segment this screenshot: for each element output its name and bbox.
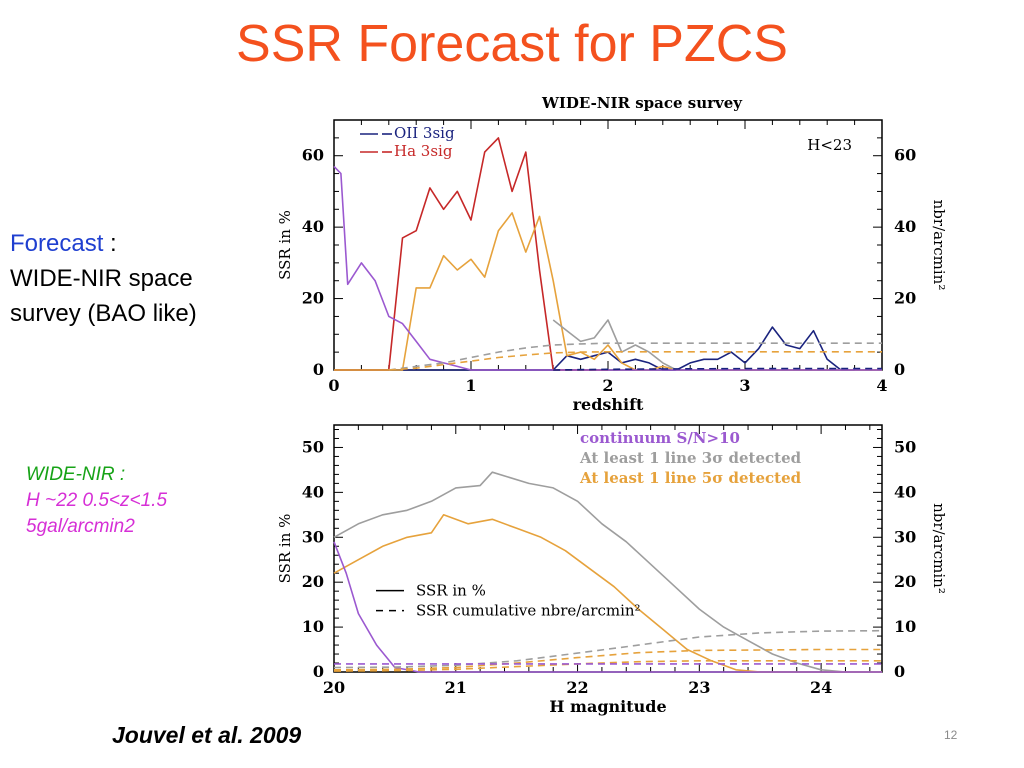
y-tick-label: 40 [302,482,324,501]
survey-note-line-1: WIDE-NIR : [26,464,126,485]
x-axis-label: redshift [573,395,644,414]
chart-annotation: H<23 [807,136,852,154]
x-tick-label: 20 [323,678,345,697]
y-tick-label: 0 [313,360,324,379]
series-line [552,319,704,371]
y-tick-label: 0 [313,662,324,681]
y-tick-label: 40 [302,217,324,236]
y-tick-label-right: 0 [894,360,905,379]
y-tick-label-right: 40 [894,217,916,236]
chart-2: 20 21 22 23 24 0 0 10 10 20 20 30 30 40 40 50 50 H magnit… [276,424,948,716]
y-tick-label-right: 20 [894,572,916,591]
series-line [334,212,882,371]
series-line [333,471,882,673]
y-tick-label-right: 40 [894,482,916,501]
series-line [333,165,882,371]
x-tick-label: 21 [445,678,467,697]
y-tick-label-right: 50 [894,437,916,456]
y-tick-label: 20 [302,289,324,308]
legend-label: Ha 3sig [394,142,453,160]
legend-label: At least 1 line 5σ detected [579,469,802,487]
citation: Jouvel et al. 2009 [112,722,302,748]
series-line-dashed [388,350,882,371]
y-tick-label: 50 [302,437,324,456]
survey-note: WIDE-NIR : H ~22 0.5<z<1.5 5gal/arcmin2 [26,462,167,540]
forecast-text: Forecast : WIDE-NIR space survey (BAO li… [10,226,197,331]
y-tick-label: 10 [302,617,324,636]
x-tick-label: 1 [465,376,476,395]
series-line [334,137,608,371]
x-tick-label: 22 [566,678,588,697]
y-tick-label-right: 20 [894,289,916,308]
y-tick-label: 60 [302,146,324,165]
style-legend-label: SSR in % [416,582,486,600]
survey-note-line-2: H ~22 0.5<z<1.5 [26,490,168,511]
y-tick-label-right: 10 [894,617,916,636]
x-tick-label: 3 [739,376,750,395]
legend-label: At least 1 line 3σ detected [579,449,802,467]
chart-title: WIDE-NIR space survey [541,94,743,112]
x-tick-label: 24 [810,678,832,697]
x-axis-label: H magnitude [549,697,666,716]
forecast-colon: : [103,230,117,257]
series-line-dashed [333,629,883,669]
forecast-keyword: Forecast [10,230,104,257]
x-tick-label: 23 [688,678,710,697]
series-line-dashed [333,659,882,672]
legend-label: OII 3sig [394,124,455,142]
x-tick-label: 0 [328,376,339,395]
style-legend-label: SSR cumulative nbre/arcmin² [416,602,641,620]
forecast-line-2: WIDE-NIR space [10,265,193,292]
y-tick-label: 20 [302,572,324,591]
series-line [388,326,855,371]
y-tick-label-right: 30 [894,527,916,546]
forecast-line-1: Forecast : [10,226,197,261]
series-line-dashed [333,648,882,671]
x-tick-label: 2 [602,376,613,395]
y-tick-label-right: 60 [894,146,916,165]
survey-note-line-3: 5gal/arcmin2 [26,516,135,537]
series-line [333,513,882,673]
series-line-dashed [553,367,882,371]
y-axis-label: SSR in % [276,514,294,584]
y-axis-label: SSR in % [276,210,294,280]
y-axis-label-right: nbr/arcmin² [930,503,948,594]
x-tick-label: 4 [876,376,887,395]
page-number: 12 [944,728,958,742]
series-line-dashed [388,342,882,371]
legend-label: continuum S/N>10 [580,429,740,447]
forecast-line-3: survey (BAO like) [10,300,197,327]
y-tick-label: 30 [302,527,324,546]
y-axis-label-right: nbr/arcmin² [930,200,948,291]
y-tick-label-right: 0 [894,662,905,681]
slide-title: SSR Forecast for PZCS [236,15,788,73]
